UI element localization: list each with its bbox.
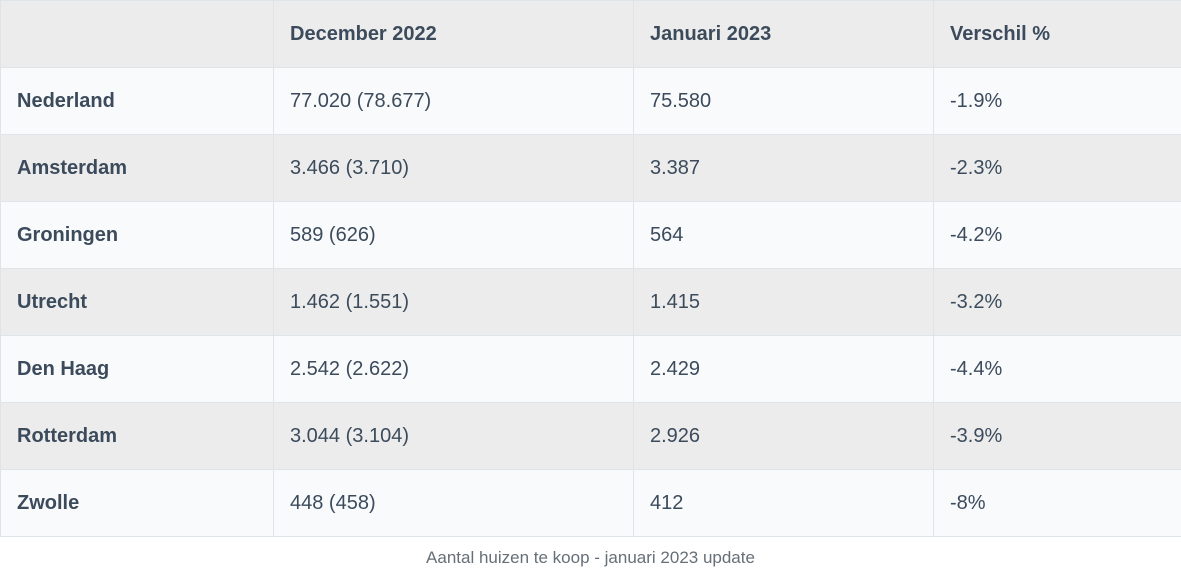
verschil-cell: -4.4% bbox=[933, 335, 1181, 403]
table-header: December 2022 Januari 2023 Verschil % bbox=[0, 0, 1181, 68]
januari-2023-cell: 2.429 bbox=[633, 335, 934, 403]
row-label-cell: Utrecht bbox=[0, 268, 274, 336]
row-label-cell: Amsterdam bbox=[0, 134, 274, 202]
row-label-cell: Nederland bbox=[0, 67, 274, 135]
december-2022-cell: 2.542 (2.622) bbox=[273, 335, 634, 403]
december-2022-cell: 589 (626) bbox=[273, 201, 634, 269]
verschil-cell: -8% bbox=[933, 469, 1181, 537]
row-label-cell: Zwolle bbox=[0, 469, 274, 537]
december-2022-cell: 3.044 (3.104) bbox=[273, 402, 634, 470]
table-row: Utrecht 1.462 (1.551) 1.415 -3.2% bbox=[0, 268, 1181, 336]
col-header-januari-2023: Januari 2023 bbox=[633, 0, 934, 68]
table-caption: Aantal huizen te koop - januari 2023 upd… bbox=[0, 537, 1181, 578]
december-2022-cell: 1.462 (1.551) bbox=[273, 268, 634, 336]
januari-2023-cell: 1.415 bbox=[633, 268, 934, 336]
december-2022-cell: 3.466 (3.710) bbox=[273, 134, 634, 202]
housing-inventory-table: December 2022 Januari 2023 Verschil % Ne… bbox=[0, 0, 1181, 537]
januari-2023-cell: 564 bbox=[633, 201, 934, 269]
row-label-cell: Groningen bbox=[0, 201, 274, 269]
table-row: Nederland 77.020 (78.677) 75.580 -1.9% bbox=[0, 67, 1181, 135]
verschil-cell: -3.9% bbox=[933, 402, 1181, 470]
col-header-empty bbox=[0, 0, 274, 68]
verschil-cell: -2.3% bbox=[933, 134, 1181, 202]
table-body: Nederland 77.020 (78.677) 75.580 -1.9% A… bbox=[0, 67, 1181, 537]
col-header-verschil: Verschil % bbox=[933, 0, 1181, 68]
row-label-cell: Rotterdam bbox=[0, 402, 274, 470]
table-row: Amsterdam 3.466 (3.710) 3.387 -2.3% bbox=[0, 134, 1181, 202]
december-2022-cell: 448 (458) bbox=[273, 469, 634, 537]
col-header-december-2022: December 2022 bbox=[273, 0, 634, 68]
december-2022-cell: 77.020 (78.677) bbox=[273, 67, 634, 135]
januari-2023-cell: 75.580 bbox=[633, 67, 934, 135]
table-row: Rotterdam 3.044 (3.104) 2.926 -3.9% bbox=[0, 402, 1181, 470]
verschil-cell: -3.2% bbox=[933, 268, 1181, 336]
header-row: December 2022 Januari 2023 Verschil % bbox=[0, 0, 1181, 68]
table-row: Zwolle 448 (458) 412 -8% bbox=[0, 469, 1181, 537]
table-row: Groningen 589 (626) 564 -4.2% bbox=[0, 201, 1181, 269]
januari-2023-cell: 2.926 bbox=[633, 402, 934, 470]
table-row: Den Haag 2.542 (2.622) 2.429 -4.4% bbox=[0, 335, 1181, 403]
row-label-cell: Den Haag bbox=[0, 335, 274, 403]
januari-2023-cell: 412 bbox=[633, 469, 934, 537]
januari-2023-cell: 3.387 bbox=[633, 134, 934, 202]
verschil-cell: -4.2% bbox=[933, 201, 1181, 269]
verschil-cell: -1.9% bbox=[933, 67, 1181, 135]
